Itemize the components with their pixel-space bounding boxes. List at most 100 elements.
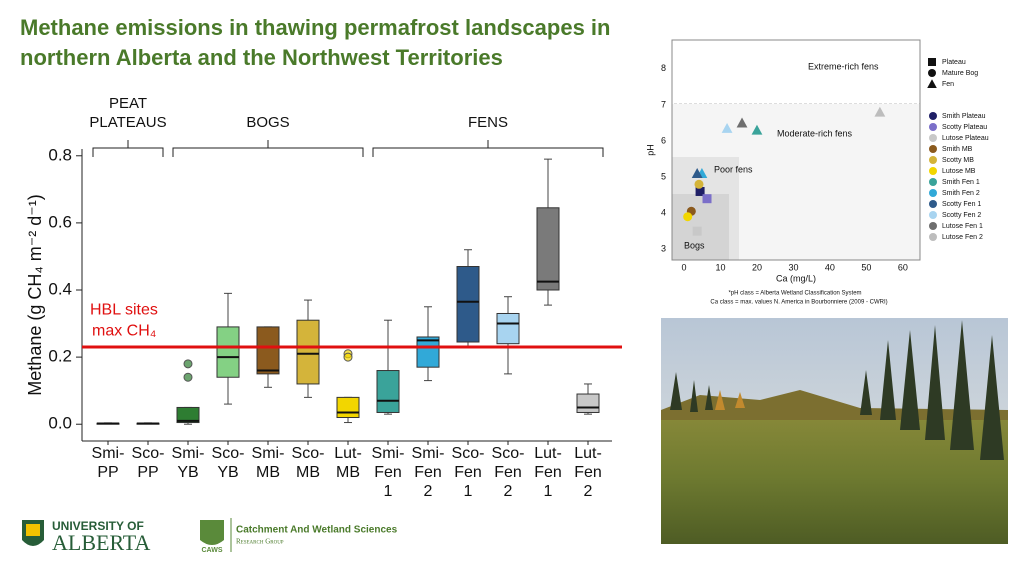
legend-swatch — [929, 222, 937, 230]
marker — [692, 226, 702, 236]
logo-text: UNIVERSITY OF — [52, 519, 144, 533]
reference-label: HBL sites — [90, 301, 158, 318]
x-tick-label: YB — [217, 464, 238, 481]
y-tick-label: 5 — [661, 171, 666, 181]
group-bracket — [372, 140, 604, 157]
reference-label: max CH₄ — [92, 322, 156, 339]
box — [296, 319, 320, 385]
x-tick-label: Smi- — [252, 445, 285, 462]
x-tick-label: 30 — [788, 262, 798, 272]
x-tick-label: 20 — [752, 262, 762, 272]
x-tick-label: Fen — [534, 464, 562, 481]
legend-label: Scotty Fen 1 — [942, 201, 981, 208]
region-label: Moderate-rich fens — [777, 128, 853, 138]
legend-swatch — [929, 189, 937, 197]
outlier — [183, 359, 193, 369]
y-axis-label: pH — [645, 144, 655, 156]
y-tick-label: 6 — [661, 135, 666, 145]
note: Ca class = max. values N. America in Bou… — [710, 300, 887, 306]
legend-label: Lutose Fen 1 — [942, 223, 983, 230]
y-tick-label: 3 — [661, 244, 666, 254]
outlier — [343, 352, 353, 362]
legend-label: Lutose MB — [942, 168, 976, 175]
marker — [928, 69, 936, 77]
legend-swatch — [929, 145, 937, 153]
x-tick-label: 2 — [424, 483, 433, 500]
marker — [702, 194, 712, 204]
x-tick-label: Smi- — [172, 445, 205, 462]
legend-swatch — [929, 156, 937, 164]
slide-title: Methane emissions in thawing permafrost … — [20, 15, 610, 40]
slide-title: northern Alberta and the Northwest Terri… — [20, 45, 503, 70]
region — [671, 39, 921, 105]
x-tick-label: 60 — [898, 262, 908, 272]
legend-label: Lutose Fen 2 — [942, 234, 983, 241]
x-tick-label: 10 — [715, 262, 725, 272]
marker — [927, 79, 937, 88]
x-tick-label: 1 — [464, 483, 473, 500]
marker — [691, 168, 703, 178]
marker — [874, 106, 886, 117]
box — [496, 312, 520, 345]
legend-label: Smith MB — [942, 146, 973, 153]
y-tick-label: 0.6 — [48, 212, 72, 231]
x-tick-label: Fen — [454, 464, 482, 481]
x-axis-label: Ca (mg/L) — [776, 273, 816, 283]
outlier — [183, 372, 193, 382]
box — [336, 396, 360, 419]
logo-text: Catchment And Wetland Sciences — [236, 525, 398, 536]
x-tick-label: Fen — [574, 464, 602, 481]
x-tick-label: YB — [177, 464, 198, 481]
x-tick-label: Sco- — [292, 445, 325, 462]
legend-label: Scotty Fen 2 — [942, 212, 981, 219]
x-tick-label: 40 — [825, 262, 835, 272]
box — [416, 336, 440, 368]
marker — [751, 124, 763, 135]
logo-text: ALBERTA — [52, 530, 150, 555]
box — [176, 406, 200, 424]
legend-label: Mature Bog — [942, 70, 978, 77]
marker — [695, 186, 705, 196]
x-tick-label: Sco- — [492, 445, 525, 462]
x-tick-label: Lut- — [334, 445, 362, 462]
legend-label: Smith Plateau — [942, 113, 986, 120]
legend-swatch — [929, 211, 937, 219]
x-tick-label: 2 — [504, 483, 513, 500]
y-tick-label: 8 — [661, 63, 666, 73]
legend-swatch — [929, 167, 937, 175]
x-tick-label: Sco- — [132, 445, 165, 462]
x-tick-label: MB — [296, 464, 320, 481]
box — [256, 326, 280, 375]
x-tick-label: Smi- — [92, 445, 125, 462]
legend-swatch — [929, 178, 937, 186]
legend-swatch — [929, 112, 937, 120]
y-tick-label: 0.4 — [48, 279, 72, 298]
ualberta-logo: UNIVERSITY OF ALBERTA — [22, 519, 150, 555]
y-tick-label: 0.8 — [48, 145, 72, 164]
legend-label: Fen — [942, 81, 954, 88]
marker — [721, 122, 733, 133]
x-tick-label: 1 — [544, 483, 553, 500]
legend-swatch — [929, 134, 937, 142]
logo-text: Research Group — [236, 538, 284, 546]
note: *pH class = Alberta Wetland Classificati… — [728, 291, 861, 297]
box — [576, 393, 600, 413]
group-label: BOGS — [246, 114, 289, 131]
legend-swatch — [929, 233, 937, 241]
x-tick-label: 50 — [861, 262, 871, 272]
y-axis-label: Methane (g CH₄ m⁻² d⁻¹) — [25, 194, 45, 395]
x-tick-label: Sco- — [212, 445, 245, 462]
x-tick-label: Smi- — [412, 445, 445, 462]
legend-label: Smith Fen 2 — [942, 190, 980, 197]
legend-label: Lutose Plateau — [942, 135, 989, 142]
group-bracket — [172, 140, 364, 157]
x-tick-label: Lut- — [574, 445, 602, 462]
x-tick-label: Fen — [494, 464, 522, 481]
box — [536, 207, 560, 291]
y-tick-label: 0.0 — [48, 414, 72, 433]
x-tick-label: Sco- — [452, 445, 485, 462]
legend-swatch — [929, 200, 937, 208]
group-label: FENS — [468, 114, 508, 131]
y-tick-label: 0.2 — [48, 347, 72, 366]
legend-label: Smith Fen 1 — [942, 179, 980, 186]
